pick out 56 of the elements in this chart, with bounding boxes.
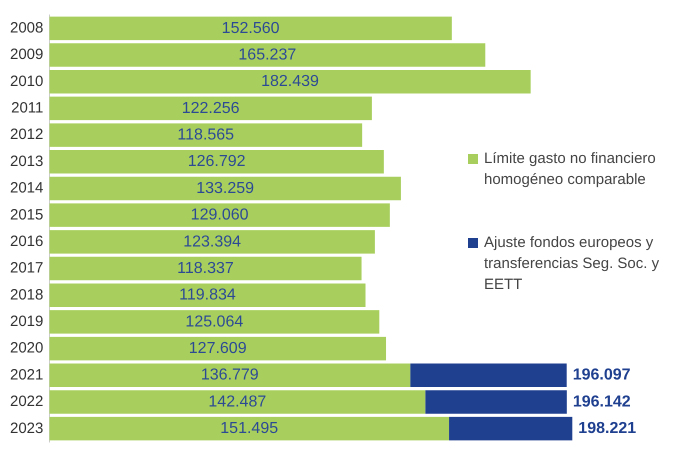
data-label: 123.394: [183, 233, 242, 250]
bar: [49, 364, 410, 388]
data-label: 119.834: [179, 286, 236, 304]
bar: [449, 416, 572, 440]
bar: [49, 230, 375, 254]
y-tick-label: 2023: [10, 420, 44, 437]
data-label: 136.779: [200, 366, 259, 384]
bar: [49, 43, 486, 67]
bar: [49, 96, 372, 120]
y-tick-label: 2017: [10, 260, 44, 277]
bar: [49, 16, 452, 40]
total-label: 198.221: [578, 420, 636, 438]
bar: [49, 416, 450, 440]
y-tick-label: 2019: [10, 313, 44, 330]
y-tick-label: 2022: [10, 393, 44, 410]
bar: [49, 176, 401, 200]
legend-label: Ajuste fondos europeos y transferencias Seg. Soc. y EETT: [484, 233, 660, 295]
data-label: 118.337: [177, 260, 234, 277]
y-tick-label: 2011: [11, 100, 44, 117]
bar: [49, 123, 362, 147]
data-label: 165.237: [238, 46, 296, 64]
y-tick-label: 2010: [10, 72, 44, 90]
y-tick-label: 2016: [10, 232, 44, 250]
data-label: 122.256: [182, 100, 240, 117]
y-tick-label: 2018: [10, 286, 44, 304]
y-tick-label: 2009: [10, 46, 44, 64]
total-label: 196.142: [572, 393, 631, 410]
bar: [49, 150, 384, 174]
y-tick-label: 2014: [10, 180, 44, 197]
total-label: 196.097: [572, 366, 631, 384]
bar: [49, 336, 386, 360]
data-label: 142.487: [208, 393, 266, 410]
y-tick-label: 2015: [10, 206, 44, 224]
data-label: 129.060: [190, 206, 249, 224]
y-tick-label: 2008: [10, 19, 44, 36]
bar: [410, 364, 567, 388]
bar: [49, 256, 362, 280]
data-label: 152.560: [222, 20, 280, 37]
data-label: 126.792: [188, 153, 246, 170]
y-tick-label: 2013: [10, 152, 44, 170]
bar: [49, 283, 366, 307]
bar: [49, 203, 390, 227]
bar: [425, 390, 567, 414]
data-label: 151.495: [220, 420, 278, 438]
bar: [49, 390, 426, 414]
data-label: 182.439: [261, 73, 320, 90]
y-tick-label: 2012: [10, 126, 44, 144]
data-label: 127.609: [188, 340, 247, 357]
data-label: 125.064: [185, 313, 244, 330]
bar: [49, 70, 531, 94]
data-label: 133.259: [196, 180, 254, 197]
y-tick-label: 2021: [10, 366, 44, 384]
bar: [49, 310, 380, 334]
y-tick-label: 2020: [10, 340, 44, 357]
legend-label: Límite gasto no financiero homogéneo comparable: [484, 149, 657, 190]
data-label: 118.565: [177, 126, 234, 144]
